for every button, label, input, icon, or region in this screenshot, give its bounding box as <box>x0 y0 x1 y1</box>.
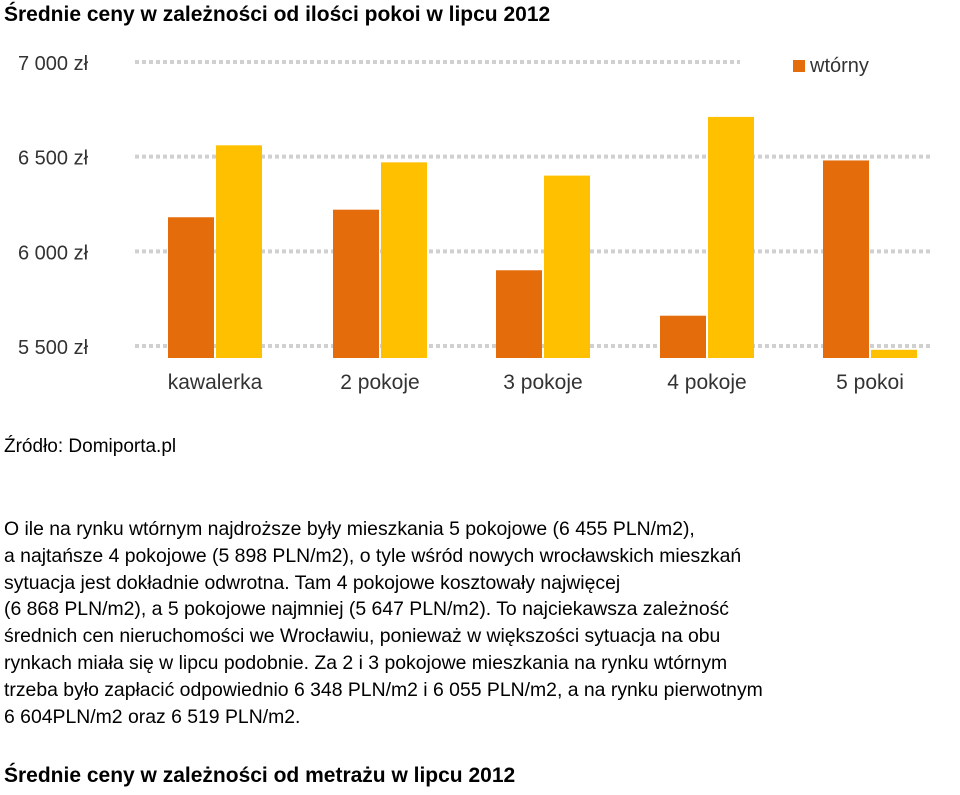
bar-orange <box>496 270 542 358</box>
paragraph-line: rynkach miała się w lipcu podobnie. Za 2… <box>4 651 728 674</box>
paragraph-line: 6 604PLN/m2 oraz 6 519 PLN/m2. <box>4 705 301 728</box>
x-tick-label: 5 pokoi <box>836 371 904 394</box>
section-heading: Średnie ceny w zależności od metrażu w l… <box>4 764 516 787</box>
x-tick-label: 3 pokoje <box>503 371 582 394</box>
gridlines <box>135 60 930 348</box>
y-tick-label: 6 500 zł <box>18 148 89 170</box>
y-tick-label: 5 500 zł <box>18 337 89 359</box>
bar-yellow <box>216 145 262 358</box>
y-tick-label: 7 000 zł <box>18 53 89 75</box>
legend-label: wtórny <box>809 55 869 77</box>
bar-orange <box>333 209 379 358</box>
x-tick-label: 2 pokoje <box>340 371 419 394</box>
source-note: Źródło: Domiporta.pl <box>4 436 177 457</box>
bar-yellow <box>381 162 427 358</box>
legend: wtórny <box>793 55 869 77</box>
y-axis-ticks: 7 000 zł 6 500 zł 6 000 zł 5 500 zł <box>18 53 89 359</box>
x-tick-label: 4 pokoje <box>667 371 746 394</box>
x-tick-label: kawalerka <box>168 371 263 394</box>
paragraph-line: średnich cen nieruchomości we Wrocławiu,… <box>4 625 721 648</box>
article-paragraph: O ile na rynku wtórnym najdroższe były m… <box>4 516 954 730</box>
y-tick-label: 6 000 zł <box>18 242 89 264</box>
bar-orange <box>823 160 869 358</box>
bar-yellow <box>708 116 754 358</box>
paragraph-line: trzeba było zapłacić odpowiednio 6 348 P… <box>4 678 763 701</box>
bar-yellow <box>544 175 590 358</box>
bar-yellow <box>871 349 917 358</box>
legend-swatch <box>793 60 805 72</box>
paragraph-line: (6 868 PLN/m2), a 5 pokojowe najmniej (5… <box>4 598 729 621</box>
paragraph-line: sytuacja jest dokładnie odwrotna. Tam 4 … <box>4 571 621 594</box>
bar-orange <box>168 217 214 358</box>
price-by-rooms-chart: 7 000 zł 6 500 zł 6 000 zł 5 500 zł kawaler… <box>18 53 930 394</box>
paragraph-line: a najtańsze 4 pokojowe (5 898 PLN/m2), o… <box>4 544 742 567</box>
x-axis-labels: kawalerka 2 pokoje 3 pokoje 4 pokoje 5 pokoi <box>168 371 904 394</box>
paragraph-line: O ile na rynku wtórnym najdroższe były m… <box>4 518 695 540</box>
chart-heading: Średnie ceny w zależności od ilości poko… <box>4 3 551 26</box>
bars <box>168 116 917 358</box>
bar-orange <box>660 315 706 358</box>
